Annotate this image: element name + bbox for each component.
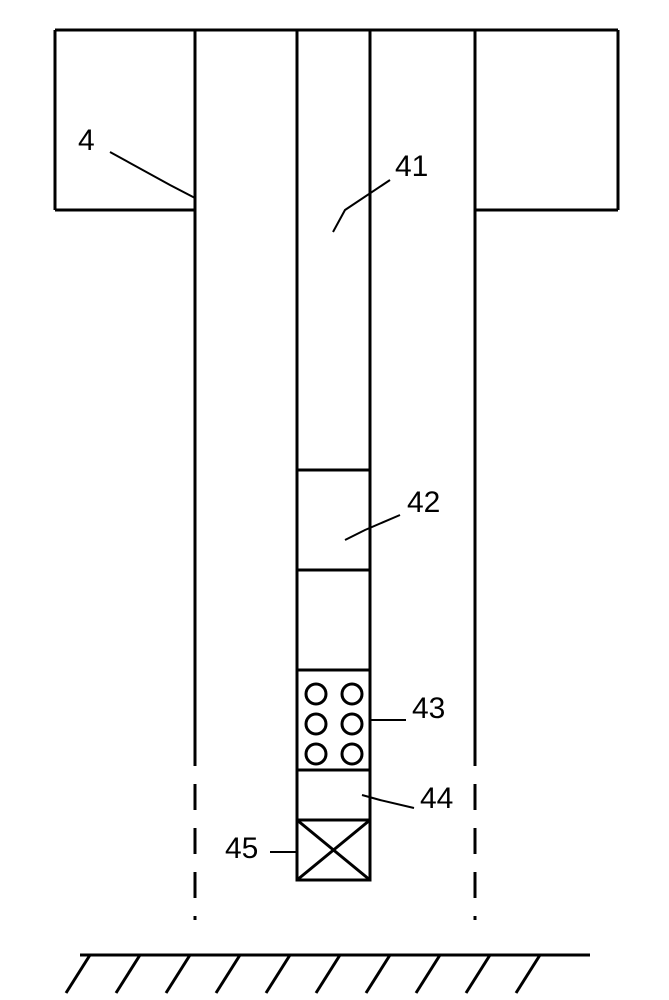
label-l43: 43 [412,692,445,725]
label-l42: 42 [407,486,440,519]
ground-hatch [366,955,390,993]
ground-hatch [416,955,440,993]
perforation-dot [342,714,362,734]
perforation-dot [306,744,326,764]
ground-hatch [66,955,90,993]
ground-hatch [216,955,240,993]
perforation-dot [306,714,326,734]
ground-hatch [266,955,290,993]
ground-hatch [516,955,540,993]
leader-l42 [345,515,400,540]
part-41 [297,30,370,470]
perforation-dot [342,684,362,704]
perforation-dot [342,744,362,764]
perforation-dot [306,684,326,704]
label-l4: 4 [78,124,95,157]
ground-hatch [316,955,340,993]
label-l44: 44 [420,782,453,815]
leader-l41 [333,180,390,232]
part-44 [297,770,370,820]
part-spacer [297,570,370,670]
label-l45: 45 [225,832,258,865]
part-42 [297,470,370,570]
label-l41: 41 [395,150,428,183]
ground-hatch [116,955,140,993]
ground-hatch [166,955,190,993]
ground-hatch [466,955,490,993]
leader-l4 [110,152,195,198]
